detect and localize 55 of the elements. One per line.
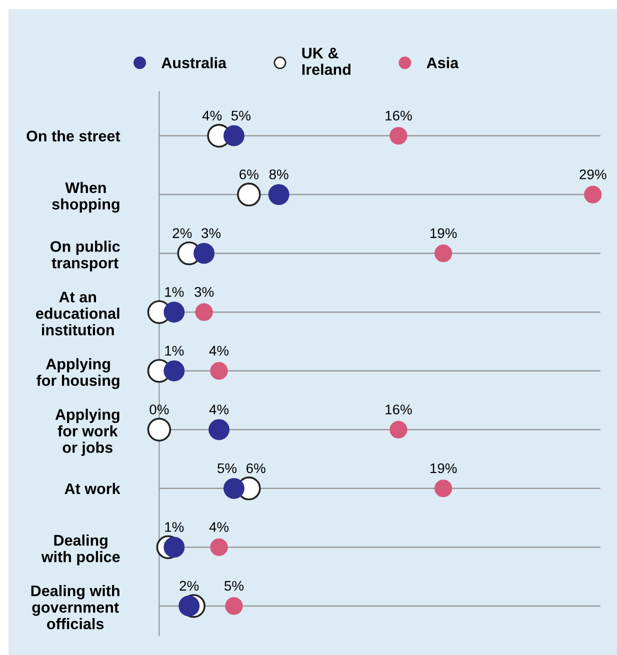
point <box>194 242 215 264</box>
data-label: 2% <box>180 580 199 591</box>
legend-label: Australia <box>162 57 227 68</box>
data-label: 16% <box>386 110 412 121</box>
data-label: 2% <box>172 228 192 238</box>
y-tick-label: At an educational institution <box>36 292 120 336</box>
data-label: 0% <box>150 404 169 414</box>
point <box>210 538 228 556</box>
point <box>164 360 185 382</box>
data-label: 4% <box>209 404 229 414</box>
data-label: 29% <box>580 169 606 180</box>
point <box>237 182 261 206</box>
data-label: 5% <box>218 463 237 474</box>
point <box>268 184 290 206</box>
point <box>195 303 213 321</box>
data-label: 5% <box>224 580 244 591</box>
point <box>225 597 243 615</box>
y-tick-label: Applying for work or jobs <box>55 408 120 456</box>
point <box>164 302 185 323</box>
point <box>223 478 244 499</box>
data-label: 1% <box>165 287 184 297</box>
data-label: 1% <box>165 346 184 356</box>
point <box>208 419 230 440</box>
point <box>434 244 452 262</box>
data-label: 16% <box>386 404 412 414</box>
point <box>147 418 172 442</box>
data-label: 4% <box>202 110 222 120</box>
data-label: 6% <box>240 169 258 180</box>
point <box>390 126 408 145</box>
y-tick-label: At work <box>64 482 120 494</box>
data-label: 1% <box>165 522 184 532</box>
legend-label: UK & Ireland <box>302 48 350 75</box>
data-label: 19% <box>430 463 457 474</box>
point <box>178 595 200 616</box>
data-label: 4% <box>209 522 229 532</box>
point <box>584 186 602 204</box>
data-label: 4% <box>209 346 229 356</box>
point <box>210 362 228 380</box>
y-tick-label: On the street <box>26 130 120 142</box>
point <box>164 536 185 558</box>
y-tick-label: When shopping <box>52 182 120 213</box>
y-tick-label: Dealing with government officials <box>31 585 120 630</box>
data-label: 3% <box>201 228 221 238</box>
y-tick-label: Applying for housing <box>36 358 120 390</box>
point <box>434 480 452 498</box>
y-tick-label: On public transport <box>50 240 120 272</box>
data-label: 19% <box>430 228 457 238</box>
data-label: 5% <box>231 110 250 121</box>
point <box>223 125 244 146</box>
data-label: 8% <box>269 169 288 180</box>
data-label: 6% <box>246 463 266 474</box>
point <box>390 420 408 438</box>
y-tick-label: Dealing with police <box>41 534 120 566</box>
legend-label: Asia <box>426 57 459 68</box>
data-label: 3% <box>194 287 214 297</box>
